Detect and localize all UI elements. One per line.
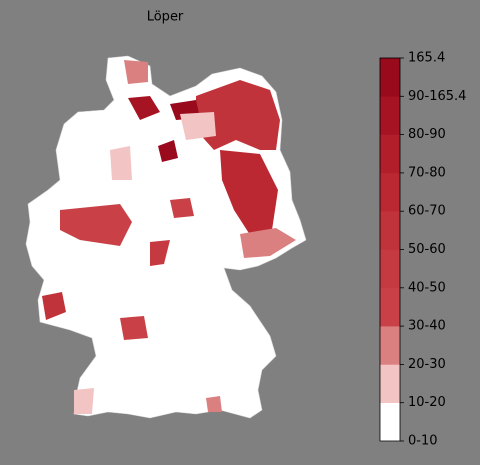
colorbar-segment — [380, 249, 400, 289]
region — [74, 388, 94, 414]
region — [42, 292, 66, 320]
region — [120, 316, 148, 340]
colorbar-label: 50-60 — [408, 242, 446, 257]
colorbar-label: 165.4 — [408, 51, 445, 66]
colorbar-segment — [380, 287, 400, 327]
map-title: Löper — [147, 10, 184, 25]
region — [220, 150, 278, 238]
region — [170, 198, 194, 218]
germany-map — [25, 55, 307, 419]
colorbar-label: 70-80 — [408, 165, 446, 180]
region — [180, 112, 216, 140]
colorbar-segment — [380, 96, 400, 135]
region — [124, 60, 148, 84]
region — [206, 396, 222, 412]
colorbar-label: 30-40 — [408, 319, 446, 334]
colorbar-segment — [380, 134, 400, 174]
colorbar-label: 60-70 — [408, 204, 446, 219]
colorbar-label: 10-20 — [408, 395, 446, 410]
region — [240, 228, 296, 258]
country-outline — [25, 55, 307, 419]
colorbar-label: 80-90 — [408, 127, 446, 142]
colorbar-segment — [380, 364, 400, 403]
region — [60, 204, 132, 246]
colorbar-segment — [380, 172, 400, 212]
colorbar-segment — [380, 58, 400, 97]
region — [196, 80, 280, 150]
region — [150, 240, 170, 266]
region — [158, 140, 178, 162]
region — [110, 146, 132, 180]
colorbar-label: 90-165.4 — [408, 89, 466, 104]
colorbar-label: 0-10 — [408, 434, 438, 449]
colorbar-label: 20-30 — [408, 357, 446, 372]
colorbar-label: 40-50 — [408, 280, 446, 295]
colorbar-segment — [380, 211, 400, 250]
colorbar: 0-10 10-20 20-30 30-40 40-50 50-60 60-70 70-80 8… — [379, 51, 466, 449]
colorbar-segment — [380, 326, 400, 365]
region — [128, 96, 160, 120]
colorbar-segment — [380, 402, 400, 442]
